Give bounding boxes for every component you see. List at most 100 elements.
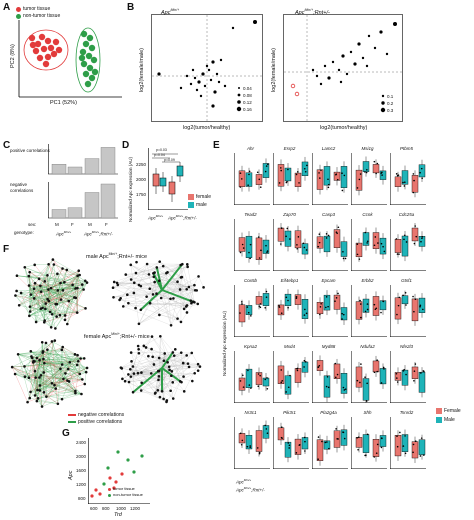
g-xtick-2: 800 xyxy=(102,506,110,511)
pca-xlabel: PC1 (52%) xyxy=(50,100,77,106)
d-legend-male-marker xyxy=(188,202,194,208)
b-right-title: ApcMin/+;Rnt+/- xyxy=(295,8,330,16)
c-bar-chart xyxy=(48,144,118,219)
e-gene-panel: Zap70 xyxy=(271,212,310,278)
c-neg-bar-2 xyxy=(67,207,83,219)
tumor-points xyxy=(28,33,63,68)
legend-tumor-label: tumor tissue xyxy=(23,6,51,12)
e-gene-title: Nr3c1 xyxy=(244,410,257,415)
e-mini-boxplot xyxy=(390,153,426,205)
c-sex-m2: M xyxy=(88,222,92,227)
e-gene-panel: Nr3c1 xyxy=(232,410,271,476)
d-xtick-1: ApcMin/+ xyxy=(148,214,164,221)
e-gene-panel: Erbb2 xyxy=(349,278,388,344)
e-gene-panel: Myd88 xyxy=(310,344,349,410)
d-xtick-2: ApcMin/+;Rnt+/- xyxy=(168,214,197,221)
e-gene-panel: Nfe2l3 xyxy=(388,344,427,410)
d-pval-3: p=0.09 xyxy=(164,158,175,162)
e-mini-boxplot xyxy=(234,417,270,469)
e-gene-title: Myd88 xyxy=(321,344,336,349)
panel-a: tumor tissue non-tumor tissue PC2 (8%) P… xyxy=(10,4,124,112)
b-right-xlabel: log2(tumor/healthy) xyxy=(320,125,368,131)
d-legend-female-marker xyxy=(188,194,194,200)
panel-b: ApcMin/+ 0.04 0.08 0.12 0.16 log2(female… xyxy=(135,4,470,134)
c-neg-bar-4 xyxy=(100,183,116,219)
f-legend-pos-marker xyxy=(68,421,76,423)
legend-nontumor: non-tumor tissue xyxy=(16,13,60,19)
b-left-title: ApcMin/+ xyxy=(161,8,180,16)
e-mini-boxplot xyxy=(273,153,309,205)
legend-tumor-marker xyxy=(16,6,21,12)
e-gene-title: Erbb2 xyxy=(361,278,374,283)
e-xtick-1: ApcMin/+ xyxy=(236,478,252,485)
c-neg-bar-1 xyxy=(51,209,67,219)
g-legend-nontumor-marker xyxy=(108,493,111,497)
c-neg-bars xyxy=(51,183,116,219)
pca-plot xyxy=(18,20,122,98)
e-mini-boxplot xyxy=(312,153,348,205)
c-sex-f2: F xyxy=(105,222,108,227)
f-net-male-gray xyxy=(111,260,205,327)
pca-ylabel: PC2 (8%) xyxy=(10,44,16,68)
f-net-female-colored xyxy=(10,339,89,408)
e-gene-title: Mxd4 xyxy=(283,344,295,349)
b-left-size-legend xyxy=(236,87,242,112)
c-sex-f1: F xyxy=(71,222,74,227)
e-gene-panel: Gtsf1 xyxy=(388,278,427,344)
e-gene-panel: Eif4ebp1 xyxy=(271,278,310,344)
e-mini-boxplot xyxy=(273,417,309,469)
e-gene-title: Ahr xyxy=(246,146,254,151)
b-right-volcano xyxy=(283,14,403,122)
b-xlabel: log2(tumor/healthy) xyxy=(183,125,231,131)
e-gene-title: Ptbm5 xyxy=(399,146,413,151)
b-right-red-points xyxy=(290,83,300,97)
b-left-legend-2: 0.08 xyxy=(243,93,252,98)
e-gene-title: Kpna2 xyxy=(243,344,257,349)
c-pos-label: positive correlations xyxy=(10,148,50,153)
e-gene-panel: Cdc25a xyxy=(388,212,427,278)
e-legend-female-marker xyxy=(436,408,442,414)
e-mini-boxplot xyxy=(312,417,348,469)
b-left-legend-1: 0.04 xyxy=(243,86,252,91)
e-mini-boxplot xyxy=(234,351,270,403)
g-ylabel: Apc xyxy=(68,470,74,480)
e-gene-title: Shh xyxy=(363,410,372,415)
e-gene-title: Pla2g4a xyxy=(320,410,337,415)
panel-label-c: C xyxy=(3,140,11,151)
panel-label-a: A xyxy=(3,2,11,13)
c-neg-label: negative correlations xyxy=(10,182,34,193)
e-mini-boxplot xyxy=(312,219,348,271)
c-neg-bar-3 xyxy=(84,192,100,219)
e-legend-female: Female xyxy=(436,408,461,414)
e-gene-panel: Esrp2 xyxy=(271,146,310,212)
g-legend-nontumor-label: non-tumor tissue xyxy=(113,492,143,497)
panel-label-d: D xyxy=(122,140,130,151)
e-mini-boxplot xyxy=(390,417,426,469)
c-genotype-label: genotype: xyxy=(14,230,34,235)
legend-nontumor-marker xyxy=(16,13,21,19)
legend-tumor: tumor tissue xyxy=(16,6,50,12)
e-gene-title: Ndufa2 xyxy=(360,344,375,349)
e-gene-title: Tead2 xyxy=(244,212,257,217)
e-gene-panel: Pla2g4a xyxy=(310,410,349,476)
e-grid: Ahr Esrp2 Lamc2 Msi1g Ptbm5 Tead2 Zap70 Casp3 Cc… xyxy=(232,146,428,506)
f-legend-neg-label: negative correlations xyxy=(78,412,125,418)
e-gene-panel: Lamc2 xyxy=(310,146,349,212)
f-legend-pos-label: positive correlations xyxy=(78,419,123,425)
f-female-title: female ApcMin/+;Rnt+/- mice xyxy=(84,332,150,340)
g-legend-tumor: tumor tissue xyxy=(108,486,135,492)
e-gene-title: Casp3 xyxy=(321,212,335,217)
f-legend-neg-marker xyxy=(68,414,76,416)
panel-label-b: B xyxy=(127,2,135,13)
panel-label-g: G xyxy=(62,428,70,439)
e-mini-boxplot xyxy=(273,351,309,403)
e-legend-female-label: Female xyxy=(444,408,461,414)
e-gene-title: Tsnrd2 xyxy=(399,410,414,415)
e-gene-panel: Cox5b xyxy=(232,278,271,344)
b-right-size-legend xyxy=(380,94,386,113)
e-gene-title: Cdc25a xyxy=(398,212,415,217)
panel-f: male ApcMin/+;Rnt+/- mice female ApcMin/… xyxy=(8,248,216,426)
panel-e: Normalized Apc expression (AU) Ahr Esrp2 L… xyxy=(222,146,472,518)
e-ylabel: Normalized Apc expression (AU) xyxy=(222,310,227,376)
e-gene-title: Cox5b xyxy=(243,278,257,283)
